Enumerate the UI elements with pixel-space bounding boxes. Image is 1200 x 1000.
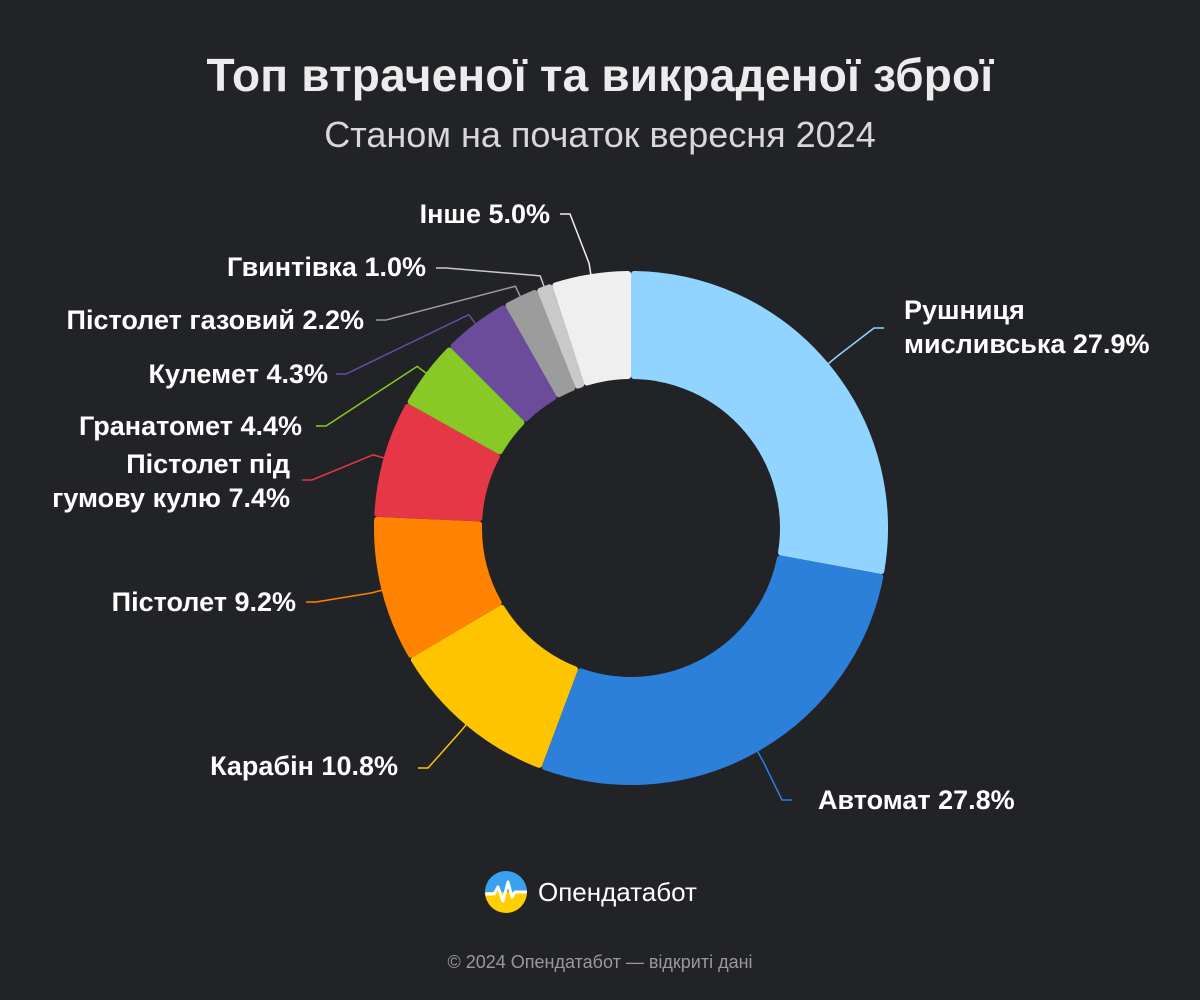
donut-slice <box>450 305 557 422</box>
chart-subtitle: Станом на початок вересня 2024 <box>324 114 876 155</box>
slice-label: Інше 5.0% <box>420 199 550 229</box>
leader-line <box>336 313 484 375</box>
leader-line <box>560 213 594 288</box>
brand-logo: Опендатабот <box>484 870 697 914</box>
donut-slice <box>541 555 884 785</box>
slice-label: Автомат 27.8% <box>818 785 1015 815</box>
leader-line <box>306 586 395 603</box>
slice-label: Карабін 10.8% <box>210 751 398 781</box>
slice-label: Пістолет 9.2% <box>112 587 296 617</box>
leader-line <box>302 454 397 481</box>
donut-slice <box>410 604 578 768</box>
leader-line <box>418 714 475 769</box>
slice-label: Пістолет газовий 2.2% <box>67 305 364 335</box>
slice-label: Гранатомет 4.4% <box>79 411 302 441</box>
slice-label: Рушниця мисливська 27.9% <box>904 295 1149 359</box>
donut-slice <box>374 516 502 658</box>
donut-slice <box>407 347 525 455</box>
donut-slice <box>537 284 585 389</box>
donut-slice <box>505 289 576 398</box>
chart-title: Топ втраченої та викраденої зброї <box>206 49 994 101</box>
leader-line <box>818 327 884 373</box>
leader-line <box>750 739 792 801</box>
slice-label: Кулемет 4.3% <box>149 359 329 389</box>
footer-copyright: © 2024 Опендатабот — відкриті дані <box>447 952 753 972</box>
logo-text: Опендатабот <box>538 876 697 907</box>
leader-line <box>376 285 527 321</box>
donut-slice <box>631 271 888 575</box>
slice-label: Пістолет під гумову кулю 7.4% <box>52 449 290 513</box>
leader-line <box>316 365 437 427</box>
donut-slice <box>552 271 631 386</box>
leader-line <box>436 267 550 299</box>
slice-label: Гвинтівка 1.0% <box>227 252 426 282</box>
opendatabot-logo-icon <box>485 871 527 913</box>
donut-slice <box>374 403 500 522</box>
